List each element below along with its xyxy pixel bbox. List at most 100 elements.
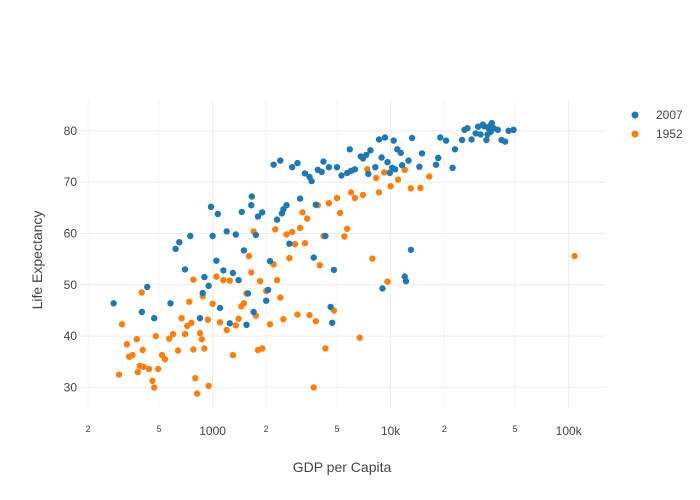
data-point <box>330 266 338 274</box>
data-point <box>301 240 309 247</box>
data-point <box>338 172 345 179</box>
data-point <box>301 170 309 177</box>
x-minor-tick-label: 2 <box>264 424 269 434</box>
data-point <box>145 365 153 373</box>
data-point <box>181 266 189 273</box>
y-tick-label: 30 <box>64 380 78 394</box>
data-point <box>270 161 277 168</box>
data-point <box>263 297 270 304</box>
data-point <box>201 273 208 281</box>
data-point <box>248 202 255 209</box>
data-point <box>381 169 388 176</box>
data-point <box>129 351 136 359</box>
data-point <box>325 200 333 207</box>
data-point <box>259 209 266 216</box>
data-point <box>381 134 389 141</box>
x-tick-label: 1000 <box>199 424 226 438</box>
data-point <box>322 345 329 352</box>
y-tick-label: 70 <box>64 175 78 189</box>
data-point <box>178 315 185 322</box>
data-point <box>254 213 262 220</box>
data-point <box>356 334 363 341</box>
data-point <box>502 138 509 145</box>
data-point <box>488 119 495 127</box>
data-point <box>310 384 317 391</box>
data-point <box>161 356 169 363</box>
data-point <box>386 169 393 177</box>
data-point <box>369 255 376 262</box>
data-point <box>110 300 117 307</box>
data-point <box>133 336 140 343</box>
data-point <box>118 321 126 328</box>
data-point <box>149 377 156 384</box>
data-point <box>437 134 444 141</box>
data-point <box>176 239 183 246</box>
data-point <box>363 151 370 159</box>
legend-item[interactable]: 2007 <box>631 108 684 122</box>
data-point <box>169 330 177 338</box>
data-point <box>464 125 471 132</box>
data-point <box>286 240 293 247</box>
x-minor-tick-label: 5 <box>156 424 161 434</box>
data-point <box>320 158 327 165</box>
data-point <box>451 146 459 153</box>
data-point <box>223 326 230 334</box>
data-point <box>165 335 173 342</box>
data-point <box>327 303 334 311</box>
data-point <box>283 202 290 209</box>
data-point <box>299 209 306 216</box>
data-point <box>375 189 383 196</box>
data-point <box>123 341 131 348</box>
data-point <box>257 278 264 285</box>
data-point <box>266 321 274 328</box>
data-point <box>205 382 212 390</box>
data-point <box>264 286 272 294</box>
data-point <box>468 136 475 143</box>
data-point <box>280 316 287 323</box>
data-point <box>138 289 145 296</box>
data-point <box>408 134 416 142</box>
data-point <box>384 158 391 166</box>
data-point <box>198 336 205 343</box>
data-point <box>417 184 424 191</box>
data-point <box>472 130 479 137</box>
data-point <box>329 319 336 326</box>
data-point <box>294 159 301 167</box>
data-point <box>318 168 325 176</box>
y-tick-label: 50 <box>64 278 78 292</box>
data-point <box>226 320 233 327</box>
data-point <box>229 351 237 359</box>
x-minor-tick-label: 5 <box>335 424 340 434</box>
data-point <box>505 127 512 134</box>
data-point <box>398 162 406 169</box>
data-point <box>296 224 304 231</box>
data-point <box>151 315 158 322</box>
data-point <box>232 231 239 238</box>
data-point <box>365 170 372 178</box>
data-point <box>201 345 208 352</box>
x-minor-tick-label: 5 <box>513 424 518 434</box>
data-point <box>187 232 194 240</box>
y-tick-label: 60 <box>64 226 78 240</box>
data-point <box>308 177 315 185</box>
data-point <box>259 345 266 352</box>
data-point <box>226 277 233 284</box>
data-point <box>252 231 260 239</box>
data-point <box>196 315 204 322</box>
data-point <box>375 136 383 143</box>
data-point <box>418 150 426 157</box>
data-point <box>397 149 404 157</box>
data-point <box>155 365 162 373</box>
data-point <box>291 241 299 248</box>
legend-item[interactable]: 1952 <box>631 127 684 141</box>
data-point <box>115 371 123 378</box>
data-point <box>286 254 293 262</box>
data-point <box>289 164 296 171</box>
data-point <box>240 300 248 307</box>
data-point <box>391 166 399 173</box>
data-point <box>220 277 227 284</box>
data-point <box>190 276 197 283</box>
data-point <box>244 290 252 297</box>
data-point <box>283 231 290 238</box>
